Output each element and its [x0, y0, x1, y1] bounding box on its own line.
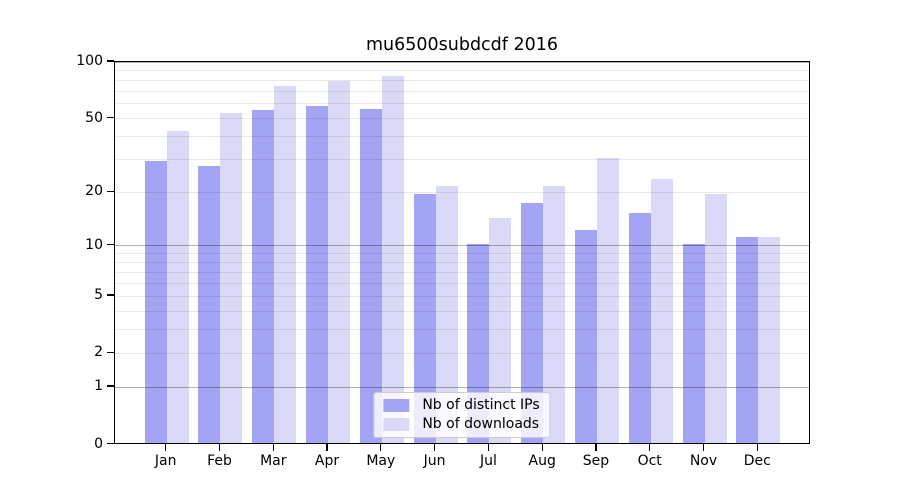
- legend-swatch-downloads: [383, 418, 410, 431]
- bar-distinct-ips-jan: [144, 160, 167, 443]
- x-tick-mark-oct: [649, 444, 651, 451]
- bar-distinct-ips-apr: [306, 106, 329, 443]
- bar-downloads-sep: [596, 157, 619, 443]
- y-tick-mark-2: [107, 351, 114, 354]
- x-tick-label-jan: Jan2016: [154, 453, 177, 469]
- bar-downloads-nov: [704, 194, 727, 443]
- x-tick-label-jul: Jul2016: [479, 453, 497, 469]
- x-tick-mark-jan: [165, 444, 167, 451]
- x-tick-label-feb: Feb2016: [207, 453, 232, 469]
- gridline-2: [115, 352, 809, 354]
- gridline-8: [115, 261, 809, 263]
- bar-distinct-ips-nov: [682, 243, 705, 443]
- bar-distinct-ips-mar: [252, 110, 275, 443]
- y-tick-label-2: 2: [94, 344, 103, 361]
- y-tick-mark-0: [107, 442, 114, 445]
- legend-label-distinct-ips: Nb of distinct IPs: [422, 397, 540, 413]
- x-tick-mark-mar: [272, 444, 274, 451]
- gridline-80: [115, 79, 809, 81]
- legend: Nb of distinct IPs Nb of downloads: [373, 392, 551, 438]
- legend-item-distinct-ips: Nb of distinct IPs: [383, 397, 540, 413]
- gridline-70: [115, 90, 809, 92]
- bar-downloads-aug: [543, 186, 566, 443]
- gridline-40: [115, 136, 809, 138]
- legend-label-downloads: Nb of downloads: [422, 416, 540, 432]
- x-tick-label-apr: Apr2016: [314, 453, 340, 469]
- bar-downloads-oct: [650, 179, 673, 443]
- bar-downloads-may: [381, 76, 404, 443]
- bar-downloads-dec: [758, 236, 781, 443]
- gridline-60: [115, 103, 809, 105]
- y-tick-label-50: 50: [85, 109, 103, 126]
- x-tick-label-jun: Jun2016: [423, 453, 446, 469]
- y-tick-label-100: 100: [76, 53, 103, 69]
- bar-downloads-jan: [166, 130, 189, 443]
- gridline-90: [115, 70, 809, 72]
- x-tick-mark-may: [380, 444, 382, 451]
- bar-downloads-mar: [274, 85, 297, 443]
- bar-distinct-ips-feb: [198, 166, 221, 443]
- x-tick-mark-nov: [702, 444, 705, 451]
- gridline-5: [115, 295, 809, 297]
- x-tick-label-may: May2016: [366, 453, 396, 469]
- y-tick-label-10: 10: [85, 236, 103, 253]
- y-tick-label-20: 20: [85, 183, 103, 200]
- gridline-3: [115, 329, 809, 331]
- gridline-6: [115, 282, 809, 284]
- x-tick-mark-feb: [218, 444, 221, 451]
- x-tick-label-nov: Nov2016: [689, 453, 718, 469]
- x-tick-label-aug: Aug2016: [528, 453, 556, 469]
- y-tick-mark-100: [107, 60, 114, 62]
- legend-item-downloads: Nb of downloads: [383, 417, 539, 432]
- gridline-100: [115, 61, 809, 63]
- gridline-4: [115, 310, 809, 312]
- x-tick-mark-dec: [756, 444, 758, 451]
- bar-distinct-ips-dec: [736, 236, 759, 443]
- plot-area: [114, 61, 810, 444]
- x-tick-mark-apr: [326, 444, 328, 451]
- gridline-50: [115, 118, 809, 120]
- legend-swatch-distinct-ips: [383, 399, 410, 412]
- bar-distinct-ips-aug: [521, 202, 544, 443]
- bar-distinct-ips-oct: [628, 212, 651, 443]
- y-tick-label-0: 0: [94, 435, 103, 452]
- y-tick-label-1: 1: [94, 378, 103, 395]
- gridline-1: [115, 386, 809, 388]
- bar-distinct-ips-may: [359, 108, 382, 443]
- x-tick-mark-jun: [433, 444, 436, 451]
- x-tick-label-dec: Dec2016: [743, 453, 771, 469]
- x-tick-label-oct: Oct2016: [637, 453, 662, 469]
- chart-title: mu6500subdcdf 2016: [365, 35, 559, 55]
- gridline-30: [115, 159, 809, 161]
- y-tick-label-5: 5: [94, 287, 103, 303]
- bar-downloads-jun: [435, 186, 458, 443]
- x-tick-mark-sep: [595, 444, 597, 451]
- x-tick-label-mar: Mar2016: [260, 453, 287, 469]
- gridline-7: [115, 271, 809, 273]
- gridline-20: [115, 191, 809, 193]
- bar-downloads-feb: [220, 113, 243, 443]
- y-tick-mark-5: [107, 294, 114, 296]
- x-tick-label-sep: Sep2016: [582, 453, 610, 469]
- bar-distinct-ips-jun: [413, 194, 436, 443]
- y-tick-mark-10: [107, 244, 114, 246]
- bar-downloads-apr: [328, 81, 351, 443]
- gridline-9: [115, 253, 809, 255]
- bar-downloads-jul: [489, 218, 512, 443]
- x-tick-mark-aug: [541, 444, 543, 451]
- y-tick-mark-1: [107, 385, 114, 387]
- gridline-10: [115, 245, 809, 247]
- y-tick-mark-20: [107, 190, 114, 192]
- x-tick-mark-jul: [487, 444, 490, 451]
- bar-distinct-ips-sep: [574, 229, 597, 443]
- y-tick-mark-50: [107, 116, 114, 119]
